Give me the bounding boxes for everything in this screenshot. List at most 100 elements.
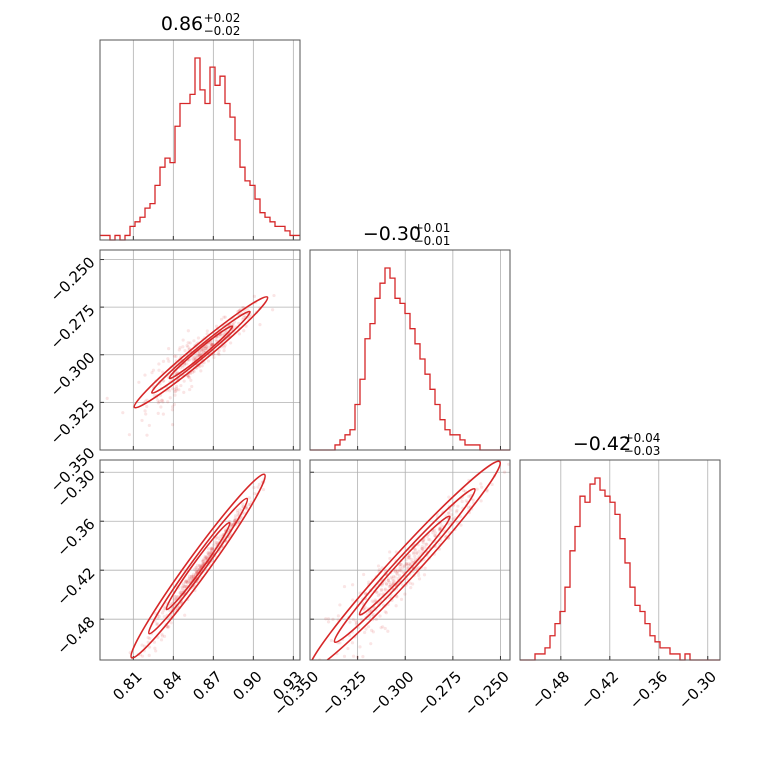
sample-point [374,617,378,622]
sample-point [252,486,256,490]
sample-point [200,364,204,368]
sample-point [185,362,189,366]
sample-point [214,338,218,342]
histogram-step [520,477,720,661]
sample-point [257,482,261,486]
sample-point [450,513,454,517]
density-contour [333,487,476,644]
panel-frame [99,459,301,661]
sample-point [156,411,160,415]
sample-point [187,376,192,380]
sample-point [178,591,182,595]
sample-point [195,570,199,574]
sample-point [184,580,188,584]
sample-point [217,349,221,353]
sample-point [256,485,260,489]
sample-point [162,605,167,609]
sample-point [229,522,233,526]
sample-point [152,393,156,398]
sample-point [168,608,172,613]
y-tick-label: −0.36 [53,515,98,560]
sample-point [383,587,388,591]
sample-point [237,332,241,336]
sample-point [375,590,379,594]
sample-point [272,293,276,298]
sample-point [184,579,188,583]
sample-point [238,507,242,511]
sample-point [199,565,203,569]
sample-point [181,338,185,342]
sample-point [258,322,262,327]
scatter-points [123,473,266,660]
sample-point [368,609,372,614]
sample-point [398,574,402,578]
sample-point [413,557,417,561]
sample-point [365,612,369,616]
sample-point [186,579,190,583]
sample-point [205,332,209,336]
sample-point [420,547,424,551]
sample-point [206,553,210,557]
sample-point [190,384,194,389]
sample-point [376,593,380,598]
sample-point [159,638,164,642]
sample-point [236,521,240,525]
sample-point [408,563,413,567]
sample-point [202,557,206,561]
sample-point [191,575,195,579]
sample-point [207,550,211,554]
sample-point [384,582,389,586]
sample-point [199,348,204,353]
sample-point [185,343,189,348]
sample-point [366,625,371,629]
sample-point [157,614,161,619]
density-contour [147,497,249,635]
sample-point [426,537,431,542]
sample-point [407,556,411,560]
sample-point [242,511,247,515]
sample-point [183,580,188,585]
histogram-step [310,267,510,451]
sample-point [354,621,359,625]
sample-point [151,368,156,372]
sample-point [196,336,201,340]
sample-point [318,697,321,700]
sample-point [327,683,330,686]
sample-point [378,592,382,596]
sample-point [403,592,407,596]
sample-point [449,508,453,512]
sample-point [455,508,459,512]
sample-point [437,527,442,531]
sample-point [379,588,384,593]
sample-point [420,547,425,551]
sample-point [193,355,197,359]
sample-point [235,508,240,512]
sample-point [373,598,377,602]
sample-point [393,569,398,574]
sample-point [153,646,157,650]
diag-panel-1: 0.86 +0.02−0.02 [99,11,301,241]
sample-point [152,640,157,644]
sample-point [363,630,367,635]
sample-point [201,349,206,353]
sample-point [183,363,187,367]
sample-point [166,625,170,630]
sample-point [188,574,192,578]
sample-point [140,643,144,647]
panel-title-minus: −0.01 [414,234,451,248]
sample-point [168,396,172,400]
sample-point [161,412,165,416]
x-tick-label: −0.250 [461,668,513,720]
sample-point [153,611,157,615]
sample-point [425,534,429,538]
sample-point [354,622,358,626]
sample-point [162,379,166,383]
histogram-step [100,57,300,241]
axes-layer: 0.86 +0.02−0.02−0.30+0.01−0.01−0.42+0.04−… [47,11,721,720]
x-tick-label: 0.87 [189,668,225,704]
sample-point [219,534,223,538]
sample-point [379,626,383,630]
sample-point [399,569,403,573]
sample-point [423,566,427,570]
sample-point [188,341,192,345]
